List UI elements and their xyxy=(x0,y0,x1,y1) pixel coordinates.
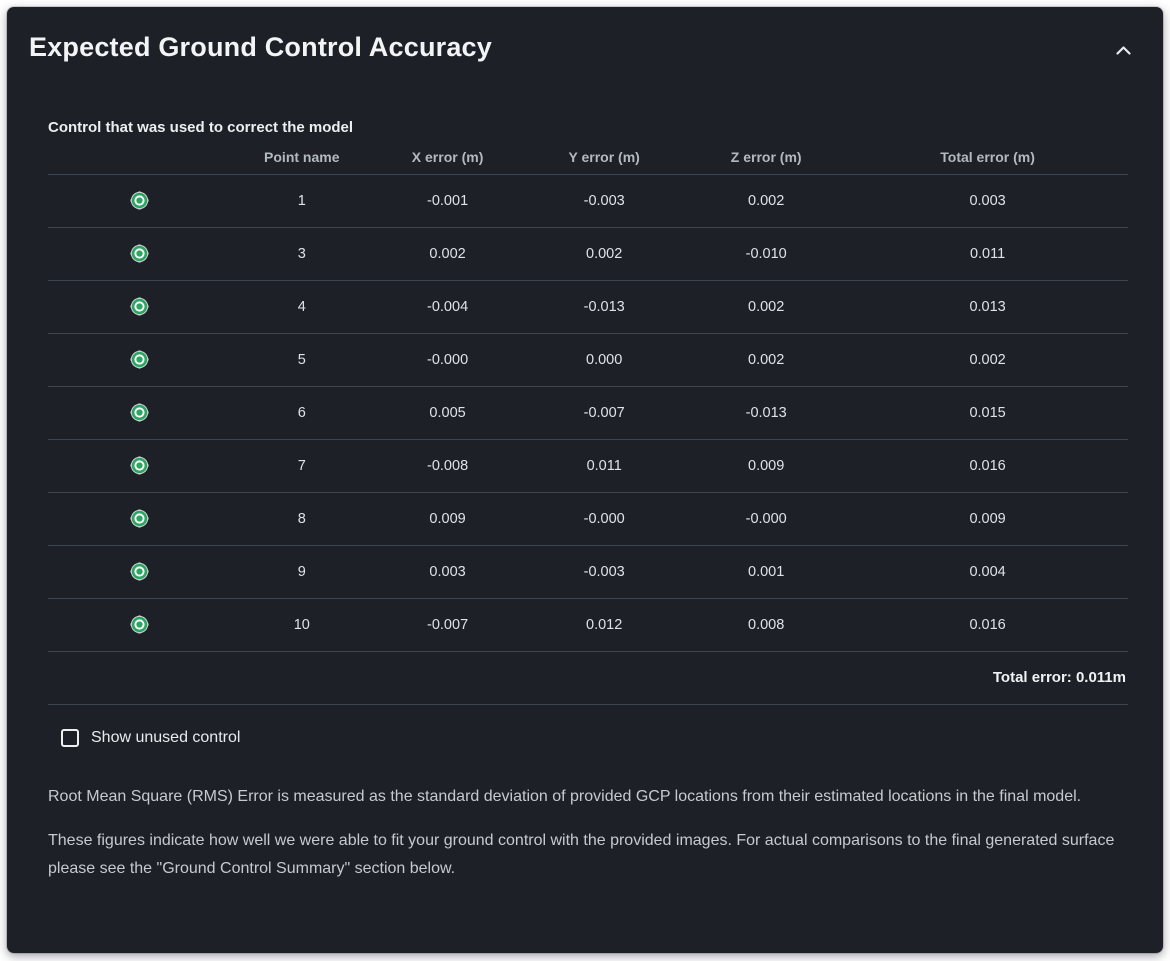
table-row: 8 0.009 -0.000 -0.000 0.009 xyxy=(48,492,1128,546)
table-body: 1 -0.001 -0.003 0.002 0.003 3 0.002 0.00… xyxy=(48,174,1128,652)
y-error-cell: -0.003 xyxy=(523,174,686,228)
total-error-cell: 0.016 xyxy=(847,598,1128,652)
panel-header: Expected Ground Control Accuracy xyxy=(7,7,1163,66)
x-error-cell: -0.004 xyxy=(371,280,524,334)
z-error-cell: 0.002 xyxy=(685,280,848,334)
total-error-cell: 0.016 xyxy=(847,439,1128,493)
total-error-cell: 0.015 xyxy=(847,386,1128,440)
point-name-cell: 9 xyxy=(231,545,372,599)
gcp-marker-icon xyxy=(48,401,232,424)
point-name-cell: 7 xyxy=(231,439,372,493)
y-error-cell: -0.000 xyxy=(523,492,686,546)
ground-control-table: Point name X error (m) Y error (m) Z err… xyxy=(48,140,1128,705)
notes-section: Root Mean Square (RMS) Error is measured… xyxy=(48,783,1116,883)
point-name-cell: 8 xyxy=(231,492,372,546)
panel-content: Control that was used to correct the mod… xyxy=(7,118,1163,883)
z-error-cell: 0.002 xyxy=(685,333,848,387)
y-error-cell: 0.011 xyxy=(523,439,686,493)
z-error-cell: 0.002 xyxy=(685,174,848,228)
gcp-marker-icon xyxy=(48,613,232,636)
show-unused-control-toggle[interactable]: Show unused control xyxy=(61,728,1128,747)
show-unused-checkbox-label: Show unused control xyxy=(91,728,241,746)
y-error-cell: -0.007 xyxy=(523,386,686,440)
gcp-marker-icon xyxy=(48,189,232,212)
panel-title: Expected Ground Control Accuracy xyxy=(29,32,492,62)
gcp-icon-cell xyxy=(48,598,232,652)
point-name-cell: 10 xyxy=(231,598,372,652)
x-error-cell: 0.003 xyxy=(371,545,524,599)
gcp-icon-cell xyxy=(48,333,232,387)
expected-ground-control-accuracy-panel: Expected Ground Control Accuracy Control… xyxy=(7,7,1163,953)
gcp-marker-icon xyxy=(48,242,232,265)
z-error-cell: 0.001 xyxy=(685,545,848,599)
table-row: 9 0.003 -0.003 0.001 0.004 xyxy=(48,545,1128,599)
total-error-row: Total error: 0.011m xyxy=(48,651,1128,705)
y-error-cell: 0.000 xyxy=(523,333,686,387)
rms-error-note: Root Mean Square (RMS) Error is measured… xyxy=(48,787,1082,805)
y-error-cell: 0.012 xyxy=(523,598,686,652)
gcp-marker-icon xyxy=(48,295,232,318)
gcp-icon-cell xyxy=(48,227,232,281)
gcp-icon-cell xyxy=(48,174,232,228)
table-header-row: Point name X error (m) Y error (m) Z err… xyxy=(48,140,1128,175)
total-error-cell: 0.004 xyxy=(847,545,1128,599)
gcp-marker-icon xyxy=(48,348,232,371)
table-row: 4 -0.004 -0.013 0.002 0.013 xyxy=(48,280,1128,334)
gcp-marker-icon xyxy=(48,454,232,477)
table-row: 3 0.002 0.002 -0.010 0.011 xyxy=(48,227,1128,281)
column-header-icon xyxy=(48,140,232,175)
column-header-point-name: Point name xyxy=(231,140,372,175)
point-name-cell: 1 xyxy=(231,174,372,228)
table-caption: Control that was used to correct the mod… xyxy=(48,119,354,136)
table-row: 5 -0.000 0.000 0.002 0.002 xyxy=(48,333,1128,387)
x-error-cell: -0.000 xyxy=(371,333,524,387)
total-error-cell: 0.013 xyxy=(847,280,1128,334)
x-error-cell: 0.005 xyxy=(371,386,524,440)
gcp-icon-cell xyxy=(48,439,232,493)
column-header-z-error: Z error (m) xyxy=(685,140,848,175)
total-error-cell: 0.011 xyxy=(847,227,1128,281)
y-error-cell: -0.003 xyxy=(523,545,686,599)
point-name-cell: 3 xyxy=(231,227,372,281)
x-error-cell: -0.001 xyxy=(371,174,524,228)
total-error-cell: 0.003 xyxy=(847,174,1128,228)
point-name-cell: 6 xyxy=(231,386,372,440)
y-error-cell: 0.002 xyxy=(523,227,686,281)
point-name-cell: 5 xyxy=(231,333,372,387)
fit-comparison-note: These figures indicate how well we were … xyxy=(48,831,1115,877)
x-error-cell: -0.008 xyxy=(371,439,524,493)
x-error-cell: 0.009 xyxy=(371,492,524,546)
collapse-section-button[interactable] xyxy=(1110,35,1137,66)
x-error-cell: -0.007 xyxy=(371,598,524,652)
gcp-icon-cell xyxy=(48,545,232,599)
gcp-icon-cell xyxy=(48,492,232,546)
z-error-cell: 0.008 xyxy=(685,598,848,652)
total-error-value: Total error: 0.011m xyxy=(48,651,1128,705)
total-error-cell: 0.009 xyxy=(847,492,1128,546)
gcp-icon-cell xyxy=(48,386,232,440)
show-unused-checkbox[interactable] xyxy=(61,728,79,747)
z-error-cell: -0.010 xyxy=(685,227,848,281)
table-row: 7 -0.008 0.011 0.009 0.016 xyxy=(48,439,1128,493)
z-error-cell: 0.009 xyxy=(685,439,848,493)
table-row: 1 -0.001 -0.003 0.002 0.003 xyxy=(48,174,1128,228)
y-error-cell: -0.013 xyxy=(523,280,686,334)
z-error-cell: -0.013 xyxy=(685,386,848,440)
gcp-marker-icon xyxy=(48,507,232,530)
table-row: 6 0.005 -0.007 -0.013 0.015 xyxy=(48,386,1128,440)
gcp-icon-cell xyxy=(48,280,232,334)
x-error-cell: 0.002 xyxy=(371,227,524,281)
z-error-cell: -0.000 xyxy=(685,492,848,546)
total-error-cell: 0.002 xyxy=(847,333,1128,387)
column-header-total-error: Total error (m) xyxy=(847,140,1128,175)
gcp-marker-icon xyxy=(48,560,232,583)
column-header-y-error: Y error (m) xyxy=(523,140,686,175)
chevron-up-icon xyxy=(1116,43,1131,58)
column-header-x-error: X error (m) xyxy=(371,140,524,175)
table-row: 10 -0.007 0.012 0.008 0.016 xyxy=(48,598,1128,652)
point-name-cell: 4 xyxy=(231,280,372,334)
